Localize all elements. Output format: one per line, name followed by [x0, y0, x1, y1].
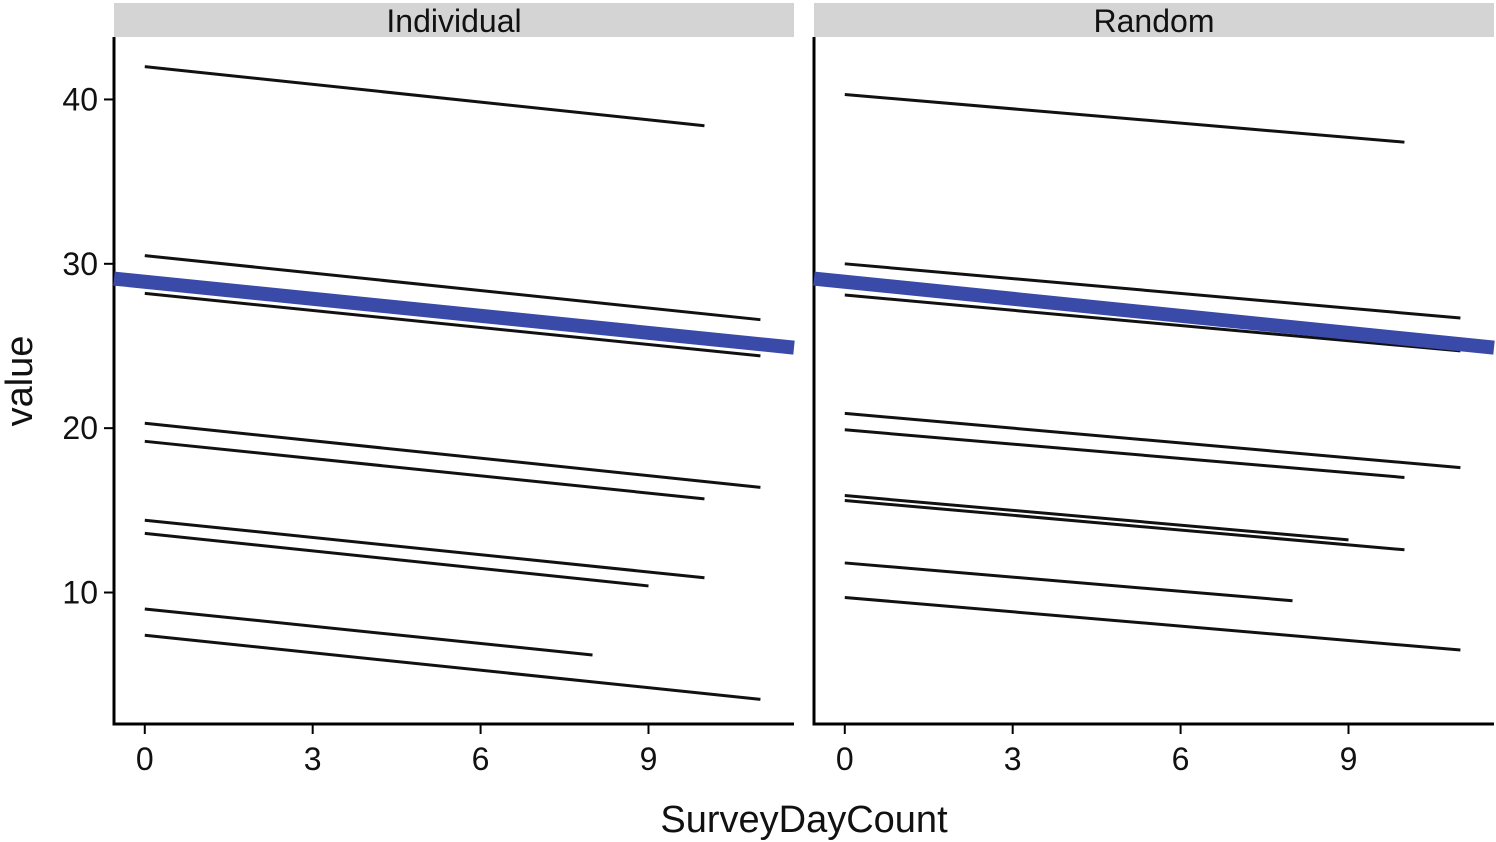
y-tick-label: 10	[62, 575, 98, 611]
panel-individual: Individual 0 3 6 9 10 20 30 40	[62, 3, 795, 777]
y-tick-label: 40	[62, 81, 98, 117]
subject-line-8	[144, 607, 593, 657]
facet-strip-label: Individual	[386, 3, 521, 39]
subject-line-8	[844, 561, 1293, 603]
x-tick-label: 6	[1172, 741, 1190, 777]
subject-line-4	[144, 421, 761, 489]
subject-line-1	[144, 65, 705, 128]
panel-random: Random 0 3 6 9	[812, 3, 1495, 777]
x-tick-label: 0	[136, 741, 154, 777]
x-tick-label: 0	[836, 741, 854, 777]
mean-trend-line	[813, 271, 1495, 355]
subject-line-7	[144, 531, 649, 588]
x-tick-label: 3	[304, 741, 322, 777]
subject-line-5	[144, 439, 705, 501]
subject-line-6	[144, 518, 705, 580]
subject-line-3	[144, 291, 761, 358]
subject-line-9	[144, 633, 761, 701]
y-axis-title: value	[0, 336, 41, 427]
x-axis-title: SurveyDayCount	[660, 799, 948, 841]
subject-line-5	[844, 428, 1405, 479]
subject-line-6	[844, 494, 1349, 542]
y-tick-label: 20	[62, 410, 98, 446]
mean-trend-line	[113, 271, 795, 355]
subject-line-2	[144, 254, 761, 322]
x-tick-label: 9	[1340, 741, 1358, 777]
subject-line-4	[844, 411, 1461, 470]
subject-line-2	[844, 262, 1461, 320]
y-tick-label: 30	[62, 246, 98, 282]
chart-panels: Individual 0 3 6 9 10 20 30 40 Random 0 3 6 9	[62, 3, 1495, 777]
subject-line-3	[844, 293, 1461, 353]
x-tick-label: 3	[1004, 741, 1022, 777]
subject-line-1	[844, 93, 1405, 144]
subject-line-9	[844, 595, 1461, 652]
x-tick-label: 9	[640, 741, 658, 777]
facet-strip	[114, 3, 794, 37]
subject-line-7	[844, 498, 1405, 552]
x-tick-label: 6	[472, 741, 490, 777]
facet-strip-label: Random	[1094, 3, 1215, 39]
facet-strip	[814, 3, 1494, 37]
